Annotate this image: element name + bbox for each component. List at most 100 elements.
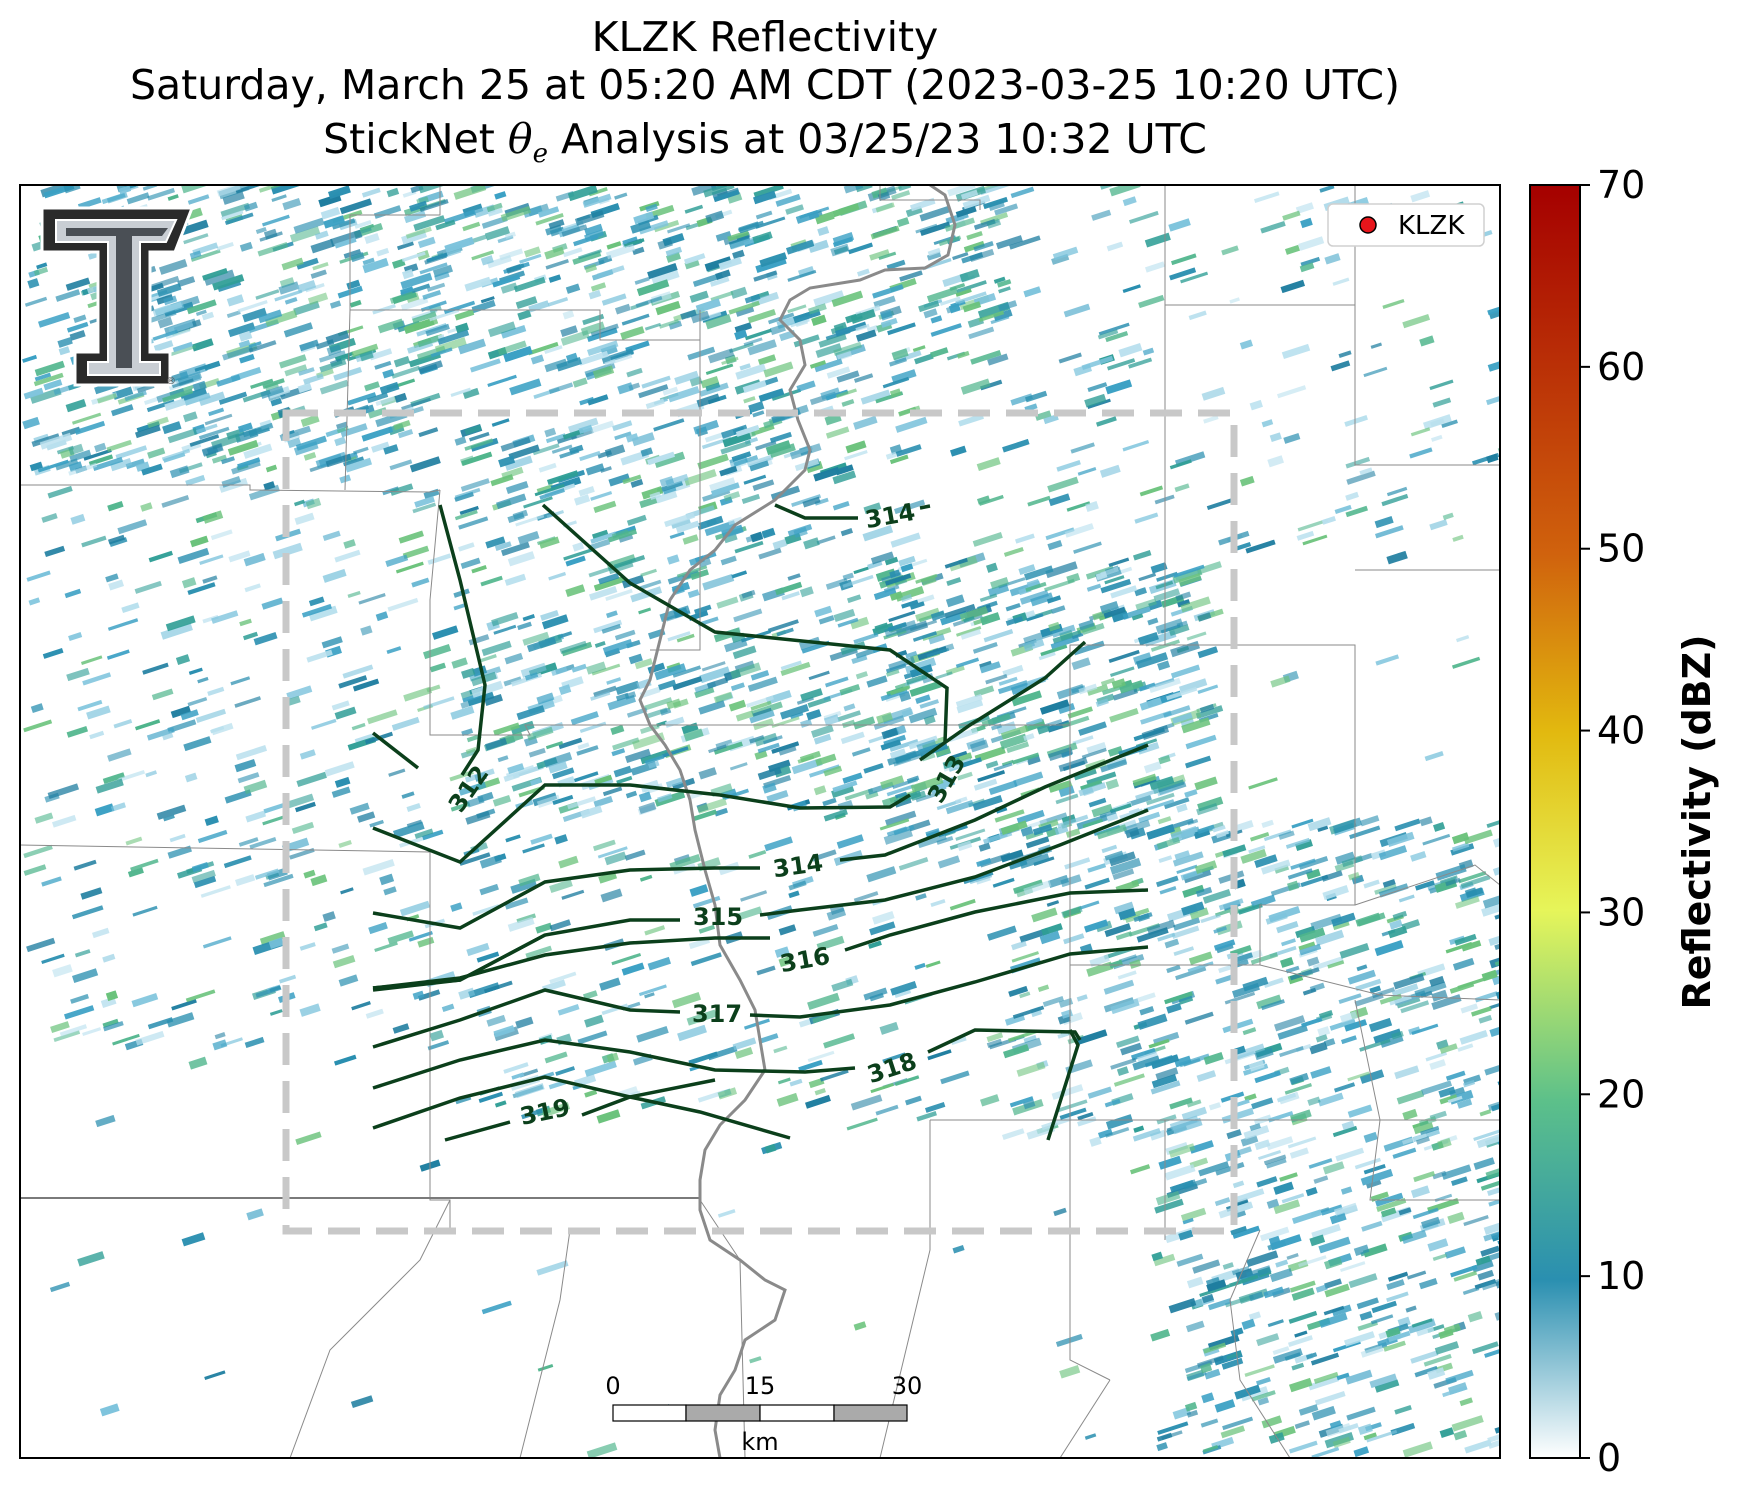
echo-pixel: [1001, 1128, 1025, 1140]
echo-pixel: [1313, 1175, 1329, 1184]
echo-pixel: [1186, 631, 1207, 641]
echo-pixel: [458, 516, 489, 530]
echo-pixel: [69, 449, 92, 463]
echo-pixel: [653, 418, 685, 432]
echo-pixel: [172, 341, 193, 353]
echo-pixel: [574, 210, 605, 226]
echo-pixel: [1178, 1229, 1194, 1241]
echo-pixel: [998, 577, 1026, 589]
echo-pixel: [645, 203, 658, 213]
echo-pixel: [293, 217, 325, 234]
echo-pixel: [800, 688, 823, 702]
echo-pixel: [331, 786, 351, 798]
contour-318-west: [372, 1038, 856, 1090]
echo-pixel: [1084, 919, 1109, 933]
echo-pixel: [1397, 997, 1421, 1009]
echo-pixel: [1394, 818, 1421, 832]
echo-pixel: [585, 463, 605, 476]
echo-pixel: [1213, 926, 1227, 934]
echo-pixel: [201, 311, 215, 321]
echo-pixel: [354, 733, 374, 744]
echo-pixel: [1269, 1268, 1293, 1283]
echo-pixel: [1043, 414, 1059, 425]
echo-pixel: [342, 664, 374, 679]
echo-pixel: [697, 797, 728, 814]
contour-316: [372, 933, 546, 992]
echo-pixel: [582, 193, 612, 208]
echo-pixel: [621, 313, 650, 326]
echo-pixel: [95, 1114, 116, 1128]
echo-pixel: [927, 247, 941, 257]
echo-pixel: [24, 296, 48, 307]
echo-pixel: [898, 555, 916, 567]
echo-pixel: [605, 243, 636, 260]
echo-pixel: [402, 545, 430, 560]
echo-pixel: [914, 962, 926, 970]
echo-pixel: [49, 1281, 71, 1293]
echo-pixel: [274, 289, 303, 302]
echo-pixel: [1026, 1124, 1056, 1140]
echo-pixel: [596, 265, 625, 279]
echo-pixel: [246, 1208, 264, 1221]
echo-pixel: [358, 593, 386, 605]
echo-pixel: [798, 1059, 823, 1072]
echo-pixel: [259, 931, 286, 946]
echo-pixel: [1463, 829, 1493, 845]
echo-pixel: [1039, 930, 1061, 945]
echo-pixel: [1434, 1341, 1460, 1355]
echo-pixel: [34, 372, 52, 382]
echo-pixel: [417, 335, 440, 348]
echo-pixel: [842, 574, 874, 588]
echo-pixel: [545, 433, 567, 444]
echo-pixel: [916, 739, 937, 753]
contour-label-317: 317: [692, 1000, 742, 1028]
echo-pixel: [1110, 998, 1140, 1015]
echo-pixel: [787, 269, 817, 282]
echo-pixel: [746, 454, 774, 468]
echo-pixel: [665, 776, 685, 788]
echo-pixel: [901, 599, 919, 609]
echo-pixel: [936, 836, 954, 845]
echo-pixel: [1109, 959, 1123, 969]
echo-pixel: [478, 1091, 504, 1104]
echo-pixel: [1073, 541, 1102, 554]
echo-pixel: [743, 396, 756, 404]
echo-pixel: [167, 719, 197, 734]
echo-pixel: [578, 486, 595, 497]
echo-pixel: [714, 807, 728, 817]
echo-pixel: [590, 420, 615, 434]
echo-pixel: [1263, 1154, 1287, 1166]
echo-pixel: [590, 691, 611, 701]
echo-pixel: [1359, 1310, 1373, 1321]
echo-pixel: [1321, 515, 1336, 525]
echo-pixel: [1438, 1086, 1456, 1098]
echo-pixel: [94, 803, 115, 817]
echo-pixel: [713, 189, 740, 203]
echo-pixel: [716, 596, 739, 609]
echo-pixel: [1424, 750, 1444, 762]
echo-pixel: [1285, 244, 1301, 255]
echo-pixel: [1463, 1214, 1489, 1227]
echo-pixel: [925, 960, 941, 968]
echo-pixel: [1181, 901, 1205, 916]
echo-pixel: [578, 350, 609, 366]
echo-pixel: [30, 387, 62, 404]
echo-pixel: [1346, 1406, 1376, 1421]
echo-pixel: [530, 354, 545, 365]
colorbar-label: Reflectivity (dBZ): [1675, 634, 1719, 1009]
echo-pixel: [1257, 1396, 1270, 1406]
echo-pixel: [42, 647, 64, 659]
echo-pixel: [1206, 1279, 1227, 1292]
echo-pixel: [1309, 1234, 1326, 1247]
echo-pixel: [955, 693, 983, 708]
echo-pixel: [1308, 1158, 1333, 1169]
echo-pixel: [1146, 824, 1175, 840]
echo-pixel: [322, 530, 341, 542]
echo-pixel: [1392, 1147, 1417, 1159]
echo-pixel: [301, 603, 332, 618]
echo-pixel: [1142, 347, 1155, 356]
echo-pixel: [1098, 1128, 1113, 1139]
echo-pixel: [843, 703, 856, 712]
echo-pixel: [1375, 525, 1404, 539]
echo-pixel: [1298, 1255, 1327, 1268]
